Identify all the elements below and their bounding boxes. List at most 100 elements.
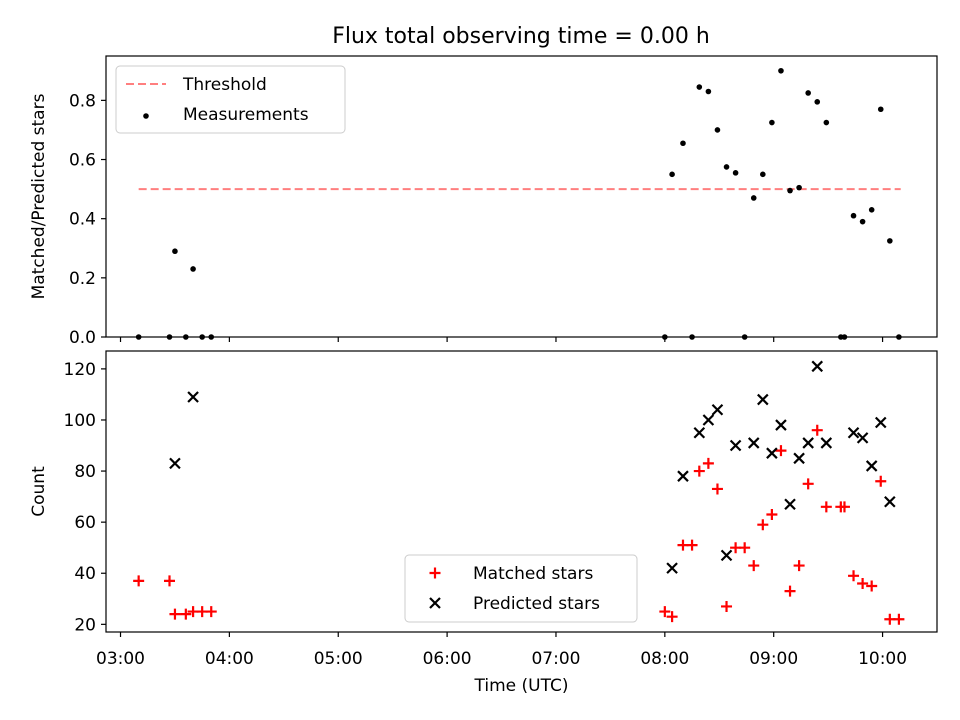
bottom-xtick-label: 05:00 [314,649,363,669]
matched-star-point [793,560,805,572]
measurement-point [190,266,196,272]
measurement-point [778,67,784,74]
predicted-star-point [747,437,760,449]
matched-star-point [820,501,832,513]
predicted-star-point [757,393,769,406]
predicted-star-point [784,498,796,511]
measurement-point [741,334,748,340]
predicted-star-point [702,414,715,426]
measurement-point [841,334,848,340]
measurement-point [183,334,189,340]
matched-star-point [766,508,778,520]
matched-star-point [784,585,796,597]
measurement-point [172,248,178,255]
bottom-plot-frame [105,350,938,633]
matched-star-point [739,542,751,554]
matched-star-point [802,478,814,490]
predicted-star-point [169,457,181,470]
measurement-point [662,334,668,340]
legend-matched-swatch [429,567,441,579]
top-plot-frame [105,55,938,338]
measurement-point [760,171,766,178]
measurement-point [887,238,893,244]
measurement-point [732,170,739,176]
top-panel: 0.0 0.2 0.4 0.6 0.8 Matched/Predicted stars Th… [29,55,938,348]
bottom-y-axis-label: Count [29,466,49,517]
bottom-ytick-label: 40 [74,564,96,584]
measurement-point [850,212,857,219]
measurement-point [680,140,686,147]
predicted-star-point [865,460,878,472]
measurement-point [705,88,712,95]
matched-star-point [857,577,869,589]
bottom-xtick-label: 08:00 [640,649,689,669]
predicted-star-point [874,416,887,429]
predicted-star-point [775,419,787,431]
matched-star-point [205,606,217,618]
predicted-star-point [711,403,724,416]
bottom-xtick-label: 03:00 [96,649,145,669]
matched-star-point [686,539,698,551]
bottom-ytick-label: 20 [74,615,96,635]
measurement-point [805,90,811,96]
matched-star-point [169,608,181,620]
chart-title: Flux total observing time = 0.00 h [332,24,710,49]
legend-measurements-swatch [143,113,149,119]
predicted-star-point [847,426,860,439]
predicted-star-point [884,495,896,508]
matched-star-point [659,606,671,618]
top-ytick-label: 0.8 [69,91,96,111]
predicted-star-point [793,452,805,465]
measurement-point [868,207,875,213]
measurement-point [166,334,173,340]
predicted-star-point [856,432,869,444]
matched-star-point [811,424,823,436]
measurement-point [689,334,695,340]
matched-star-point [838,501,850,513]
bottom-xtick-label: 06:00 [423,649,472,669]
matched-star-point [748,560,760,572]
bottom-xtick-label: 07:00 [531,649,580,669]
legend-matched-label: Matched stars [473,564,593,584]
top-ytick-label: 0.2 [69,269,96,289]
top-y-axis-label: Matched/Predicted stars [29,93,49,299]
matched-star-point [721,600,733,612]
measurement-point [714,127,721,133]
legend-measurements-label: Measurements [183,105,309,125]
predicted-star-point [811,360,824,373]
bottom-ytick-label: 120 [64,360,96,380]
matched-star-point [848,570,860,582]
matched-star-point [702,457,714,469]
matched-star-point [164,575,176,587]
measurement-point [859,218,866,225]
measurement-point [750,195,757,201]
measurement-point [208,334,215,340]
matched-star-point [875,475,887,487]
measurement-point [823,119,830,126]
legend-predicted-label: Predicted stars [473,594,600,614]
bottom-xtick-label: 10:00 [858,649,907,669]
measurement-point [199,334,205,340]
measurement-point [814,99,821,105]
bottom-ytick-label: 80 [74,462,96,482]
matched-star-point [711,483,723,495]
measurement-point [135,334,142,340]
bottom-ytick-label: 60 [74,513,96,533]
predicted-star-point [720,549,733,562]
bottom-legend: Matched stars Predicted stars [404,554,638,623]
predicted-star-point [187,391,199,403]
predicted-star-point [693,426,706,439]
bottom-xtick-label: 04:00 [205,649,254,669]
measurement-point [669,171,675,178]
predicted-star-point [729,439,742,452]
measurement-point [696,84,703,90]
predicted-star-point [666,562,678,574]
predicted-star-point [820,437,833,449]
matched-star-point [893,613,905,625]
bottom-legend-box [404,554,638,623]
measurement-point [769,119,775,126]
matched-star-point [866,580,878,592]
bottom-x-axis-label: Time (UTC) [474,676,569,696]
top-ytick-label: 0.4 [69,210,96,230]
